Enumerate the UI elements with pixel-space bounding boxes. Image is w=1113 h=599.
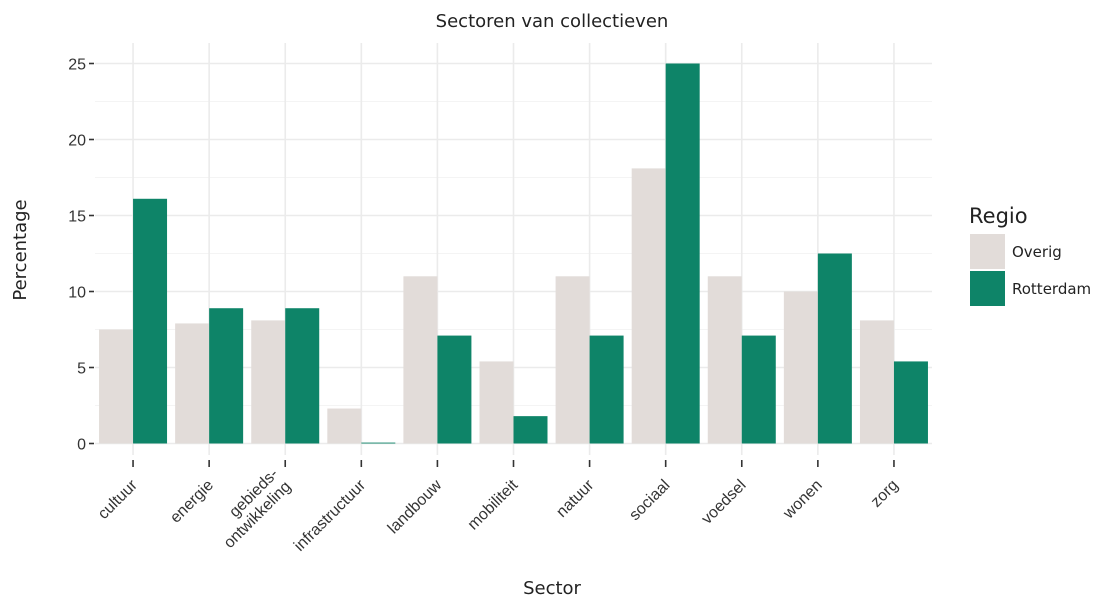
x-axis-title: Sector: [523, 578, 581, 599]
x-tick-label: cultuur: [95, 476, 141, 522]
bar-overig-cultuur: [99, 329, 134, 444]
y-tick-label: 15: [68, 209, 86, 226]
bar-rotterdam-infrastructuur: [361, 442, 396, 444]
bar-rotterdam-gebiedsontwikkeling: [285, 308, 320, 444]
bar-overig-wonen: [783, 291, 818, 444]
y-tick-label: 5: [77, 361, 86, 378]
bar-overig-natuur: [555, 276, 590, 444]
bar-overig-landbouw: [403, 276, 438, 444]
x-tick-label: zorg: [868, 477, 902, 511]
x-tick-label: gebieds-ontwikkeling: [208, 465, 294, 551]
bar-overig-zorg: [859, 320, 894, 444]
x-axis: cultuur energie gebieds-ontwikkelinginfras…: [95, 460, 902, 555]
bar-rotterdam-natuur: [589, 335, 624, 444]
bar-rotterdam-sociaal: [665, 63, 700, 444]
bar-rotterdam-voedsel: [741, 335, 776, 444]
x-tick-label: sociaal: [626, 477, 673, 524]
x-tick-label: landbouw: [385, 476, 446, 537]
bars: [99, 63, 928, 444]
legend-label-rotterdam: Rotterdam: [1012, 280, 1091, 298]
bar-rotterdam-mobiliteit: [513, 416, 548, 444]
legend-label-overig: Overig: [1012, 243, 1062, 261]
bar-overig-mobiliteit: [479, 361, 514, 444]
y-axis: 0 5 10 15 20 25: [68, 57, 94, 454]
legend-key-overig: [970, 234, 1005, 269]
x-tick-label: voedsel: [699, 477, 750, 528]
legend: Regio Overig Rotterdam: [969, 204, 1091, 306]
bar-rotterdam-wonen: [817, 253, 852, 444]
bar-overig-gebiedsontwikkeling: [251, 320, 286, 444]
bar-rotterdam-landbouw: [437, 335, 472, 444]
legend-title: Regio: [969, 204, 1028, 228]
x-tick-label: wonen: [780, 477, 826, 523]
bar-overig-energie: [175, 323, 210, 444]
y-axis-title: Percentage: [10, 199, 31, 300]
bar-rotterdam-cultuur: [133, 198, 168, 444]
bar-rotterdam-zorg: [893, 361, 928, 444]
y-tick-label: 25: [68, 57, 86, 74]
bar-overig-voedsel: [707, 276, 742, 444]
x-tick-label: natuur: [553, 476, 598, 521]
y-tick-label: 20: [68, 133, 86, 150]
x-tick-label: mobiliteit: [465, 476, 522, 533]
legend-key-rotterdam: [970, 271, 1005, 306]
bar-rotterdam-energie: [209, 308, 244, 444]
y-tick-label: 0: [77, 437, 86, 454]
x-tick-label: energie: [167, 477, 217, 527]
bar-overig-sociaal: [631, 168, 666, 444]
bar-overig-infrastructuur: [327, 408, 362, 444]
y-tick-label: 10: [68, 285, 86, 302]
chart-title: Sectoren van collectieven: [436, 11, 669, 32]
x-tick-label: infrastructuur: [291, 476, 370, 555]
